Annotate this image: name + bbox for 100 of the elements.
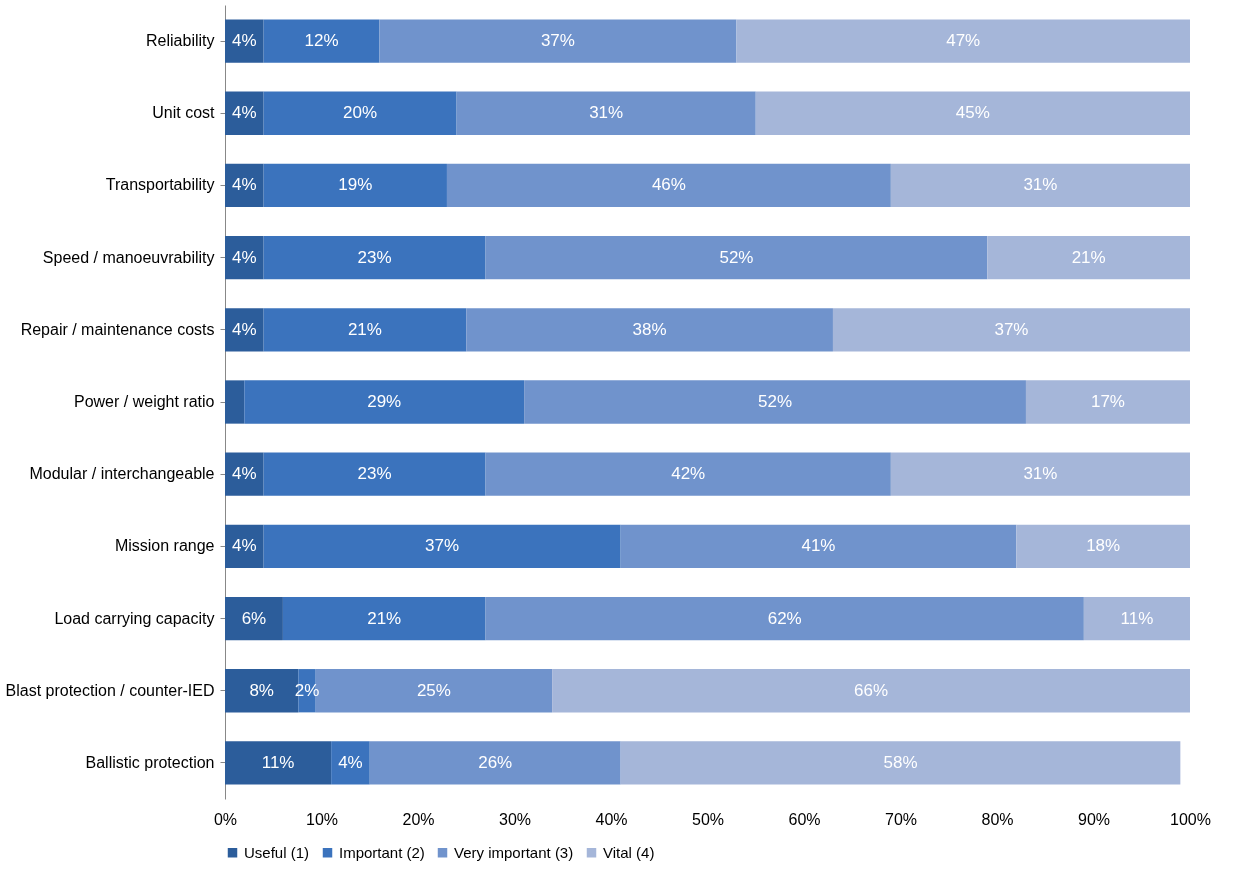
bar xyxy=(485,235,988,280)
data-label: 17% xyxy=(1090,392,1125,411)
bar xyxy=(620,741,1181,785)
data-label: 23% xyxy=(357,464,392,484)
data-label: 66% xyxy=(854,680,889,700)
y-tick-label: Load carrying capacity xyxy=(54,609,215,627)
data-label: 11% xyxy=(1120,608,1154,628)
x-tick-label: 80% xyxy=(981,810,1014,828)
bar xyxy=(225,452,264,496)
bar xyxy=(446,163,891,208)
data-label: 45% xyxy=(955,103,990,123)
bar xyxy=(485,596,1084,641)
bar xyxy=(736,19,1190,63)
bar xyxy=(890,163,1190,208)
y-tick-label: Ballistic protection xyxy=(85,753,215,771)
data-label: 4% xyxy=(232,103,257,123)
data-label: 37% xyxy=(994,319,1029,339)
legend-label: Vital (4) xyxy=(603,843,655,861)
data-label: 18% xyxy=(1086,536,1121,556)
x-tick-label: 10% xyxy=(305,810,339,828)
data-label: 37% xyxy=(540,31,575,51)
data-label: 47% xyxy=(946,31,981,51)
data-label: 12% xyxy=(304,31,339,51)
bar xyxy=(379,19,737,63)
data-label: 25% xyxy=(416,680,451,700)
bar xyxy=(524,380,1026,424)
bar xyxy=(890,452,1190,496)
bar xyxy=(263,524,621,569)
bar xyxy=(1025,380,1190,424)
data-label: 31% xyxy=(1023,464,1058,484)
data-label: 58% xyxy=(883,752,918,772)
data-label: 31% xyxy=(1023,175,1058,195)
data-label: 41% xyxy=(801,536,836,556)
data-label: 4% xyxy=(338,752,363,772)
bar xyxy=(225,380,245,424)
y-tick-label: Blast protection / counter-IED xyxy=(5,681,215,699)
bar xyxy=(282,596,486,641)
bar xyxy=(369,741,621,785)
data-label: 42% xyxy=(671,464,706,484)
bar xyxy=(225,741,332,785)
y-tick-label: Mission range xyxy=(114,537,215,555)
bar xyxy=(225,163,264,208)
data-label: 4% xyxy=(232,175,257,195)
data-label: 4% xyxy=(232,536,257,556)
data-label: 62% xyxy=(767,608,802,628)
data-label: 46% xyxy=(651,175,686,195)
bar xyxy=(225,235,264,280)
data-label: 23% xyxy=(357,247,392,267)
data-label: 31% xyxy=(589,103,624,123)
bar xyxy=(225,19,264,63)
bar xyxy=(225,524,264,569)
x-tick-label: 100% xyxy=(1170,810,1211,828)
bar xyxy=(485,452,891,496)
bar xyxy=(987,235,1190,280)
legend-label: Important (2) xyxy=(339,843,425,861)
data-label: 11% xyxy=(261,752,295,772)
bar xyxy=(225,91,264,135)
bar xyxy=(755,91,1190,135)
data-label: 6% xyxy=(241,608,267,628)
data-label: 21% xyxy=(347,319,382,339)
bar xyxy=(832,308,1190,352)
bar xyxy=(1016,524,1190,569)
y-tick-label: Modular / interchangeable xyxy=(29,465,215,483)
data-label: 52% xyxy=(719,247,754,267)
y-tick-label: Power / weight ratio xyxy=(73,393,215,410)
bar xyxy=(263,308,467,352)
bar xyxy=(331,741,370,785)
x-tick-label: 50% xyxy=(691,810,725,828)
bar xyxy=(466,308,833,352)
x-tick-label: 30% xyxy=(498,810,532,828)
x-tick-label: 60% xyxy=(788,810,821,828)
data-label: 29% xyxy=(367,392,402,411)
data-label: 37% xyxy=(425,536,460,556)
data-label: 38% xyxy=(632,319,667,339)
data-label: 8% xyxy=(249,680,274,700)
legend-label: Very important (3) xyxy=(454,843,574,861)
data-label: 20% xyxy=(343,103,378,123)
y-tick-label: Reliability xyxy=(146,32,215,50)
data-label: 21% xyxy=(1071,247,1106,267)
bar xyxy=(263,19,380,63)
bar xyxy=(263,91,457,135)
bar xyxy=(552,669,1190,713)
data-label: 4% xyxy=(232,247,257,267)
bar xyxy=(1083,596,1190,641)
data-label: 2% xyxy=(294,680,320,700)
x-tick-label: 70% xyxy=(884,810,918,828)
x-tick-label: 20% xyxy=(402,810,435,828)
bar xyxy=(225,596,283,641)
bar xyxy=(244,380,525,424)
bar xyxy=(620,524,1017,569)
bar xyxy=(456,91,756,135)
x-tick-label: 90% xyxy=(1077,810,1111,828)
data-label: 19% xyxy=(338,175,373,195)
data-label: 21% xyxy=(367,608,402,628)
y-tick-label: Repair / maintenance costs xyxy=(20,320,215,338)
x-tick-label: 0% xyxy=(213,810,238,828)
data-label: 4% xyxy=(232,31,257,51)
data-label: 4% xyxy=(232,464,257,484)
bar xyxy=(225,308,264,352)
bar xyxy=(263,163,447,208)
